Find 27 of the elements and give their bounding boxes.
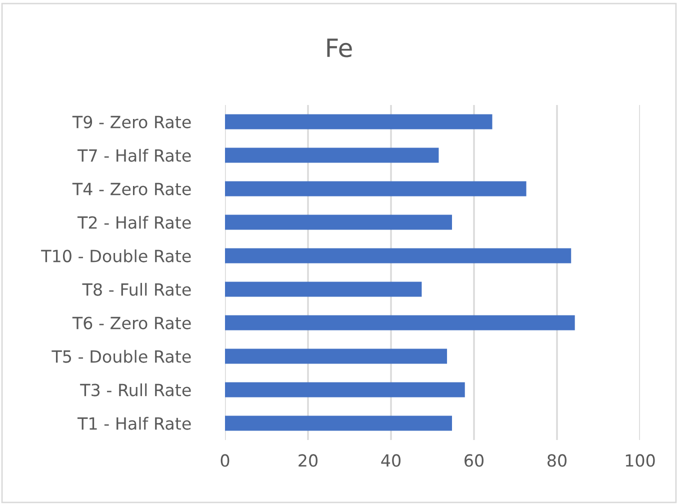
x-tick-label: 60 bbox=[464, 454, 484, 467]
bar bbox=[225, 181, 526, 196]
chart-title: Fe bbox=[327, 38, 352, 58]
x-tick-label: 20 bbox=[298, 454, 318, 467]
y-tick-label: T9 - Zero Rate bbox=[72, 116, 191, 128]
x-tick-label: 100 bbox=[626, 454, 655, 467]
x-tick-label: 0 bbox=[220, 454, 230, 467]
bar bbox=[225, 282, 422, 297]
x-tick-label: 80 bbox=[548, 454, 566, 467]
y-tick-label: T6 - Zero Rate bbox=[72, 316, 191, 330]
y-tick-label: T5 - Double Rate bbox=[52, 350, 191, 363]
y-tick-label: T7 - Half Rate bbox=[77, 148, 191, 162]
y-tick-label: T10 - Double Rate bbox=[41, 249, 191, 262]
bar bbox=[225, 315, 575, 330]
bar bbox=[225, 416, 452, 431]
y-tick-label: T3 - Rull Rate bbox=[80, 383, 191, 396]
bar bbox=[225, 248, 572, 264]
bar bbox=[225, 348, 448, 364]
bar bbox=[225, 214, 452, 230]
y-tick-label: T1 - Half Rate bbox=[77, 416, 191, 430]
y-tick-label: T4 - Zero Rate bbox=[72, 182, 191, 196]
x-tick-label: 40 bbox=[381, 454, 400, 467]
bar bbox=[225, 114, 492, 130]
bar bbox=[225, 148, 439, 163]
bar bbox=[225, 382, 465, 398]
y-tick-label: T8 - Full Rate bbox=[82, 282, 191, 296]
y-tick-label: T2 - Half Rate bbox=[77, 216, 191, 229]
